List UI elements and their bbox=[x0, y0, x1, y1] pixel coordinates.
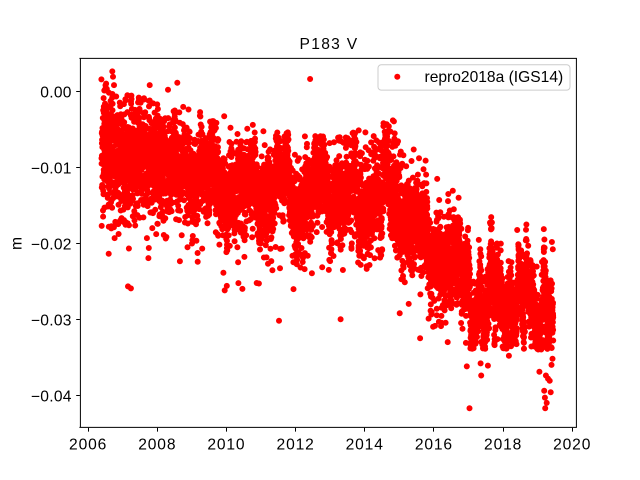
svg-text:repro2018a (IGS14): repro2018a (IGS14) bbox=[425, 69, 564, 86]
svg-text:2006: 2006 bbox=[69, 437, 107, 454]
svg-text:2018: 2018 bbox=[484, 437, 522, 454]
svg-text:−0.02: −0.02 bbox=[31, 237, 72, 254]
svg-text:2016: 2016 bbox=[415, 437, 453, 454]
svg-text:−0.01: −0.01 bbox=[31, 161, 72, 178]
svg-text:2010: 2010 bbox=[207, 437, 245, 454]
svg-text:2008: 2008 bbox=[138, 437, 176, 454]
svg-text:0.00: 0.00 bbox=[40, 85, 72, 102]
svg-text:−0.03: −0.03 bbox=[31, 313, 72, 330]
svg-text:−0.04: −0.04 bbox=[31, 389, 72, 406]
svg-text:P183 V: P183 V bbox=[300, 36, 359, 53]
svg-text:2014: 2014 bbox=[346, 437, 384, 454]
svg-text:m: m bbox=[8, 237, 25, 250]
svg-text:2012: 2012 bbox=[277, 437, 315, 454]
svg-text:2020: 2020 bbox=[553, 437, 591, 454]
